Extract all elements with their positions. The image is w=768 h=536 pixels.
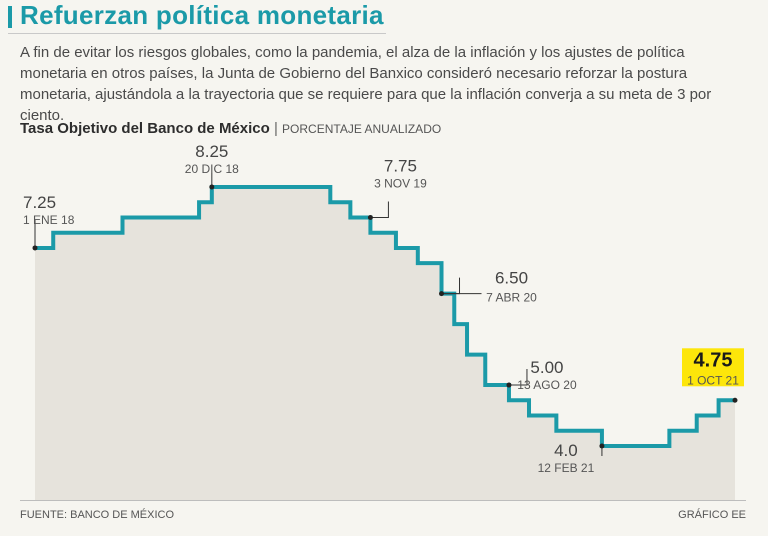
graphic-credit: GRÁFICO EE (678, 509, 746, 521)
annotation-dot (732, 397, 738, 403)
intro-paragraph: A fin de evitar los riesgos globales, co… (20, 44, 712, 124)
annotation-3: 6.50 7 ABR 20 (439, 269, 537, 305)
title-divider (8, 33, 386, 34)
annotation-leader (508, 369, 528, 386)
annotation-date: 13 AGO 20 (517, 378, 577, 392)
annotation-leader (441, 277, 461, 295)
annotation-value: 5.00 (530, 358, 563, 377)
footer-divider (20, 500, 746, 501)
annotation-dot (367, 214, 373, 220)
annotation-highlight (682, 348, 744, 387)
chart-title: Tasa Objetivo del Banco de México (20, 120, 270, 137)
annotation-5: 4.012 FEB 21 (538, 441, 605, 475)
annotation-6: 4.75 1 OCT 21 (682, 348, 744, 403)
annotation-dot (439, 291, 445, 297)
chart-title-separator: | (273, 120, 278, 137)
annotation-2: 7.753 NOV 19 (367, 156, 427, 220)
annotation-date: 1 OCT 21 (687, 373, 739, 387)
page-title: Refuerzan política monetaria (20, 0, 384, 30)
annotation-value: 4.75 (694, 349, 733, 371)
annotation-value: 4.0 (554, 441, 578, 460)
source-note: FUENTE: BANCO DE MÉXICO (20, 509, 175, 521)
chart-heading: Tasa Objetivo del Banco de México | PORC… (20, 120, 441, 137)
annotation-value: 6.50 (495, 269, 528, 288)
annotation-date: 3 NOV 19 (374, 176, 427, 190)
chart-subtitle: PORCENTAJE ANUALIZADO (282, 122, 442, 136)
annotation-date: 12 FEB 21 (538, 461, 595, 475)
annotation-dot (209, 184, 215, 190)
title-accent-bar (8, 6, 12, 28)
annotation-leader (370, 201, 389, 218)
annotation-0: 7.251 ENE 18 (23, 193, 75, 251)
annotation-dot (506, 382, 512, 388)
annotation-date: 7 ABR 20 (486, 291, 537, 305)
rate-area (35, 187, 735, 500)
annotation-value: 7.25 (23, 193, 56, 212)
annotation-date: 20 DIC 18 (185, 162, 239, 176)
annotation-value: 8.25 (195, 142, 228, 161)
annotation-dot (599, 443, 605, 449)
annotation-dot (32, 245, 38, 251)
annotation-date: 1 ENE 18 (23, 213, 75, 227)
annotation-value: 7.75 (384, 156, 417, 175)
